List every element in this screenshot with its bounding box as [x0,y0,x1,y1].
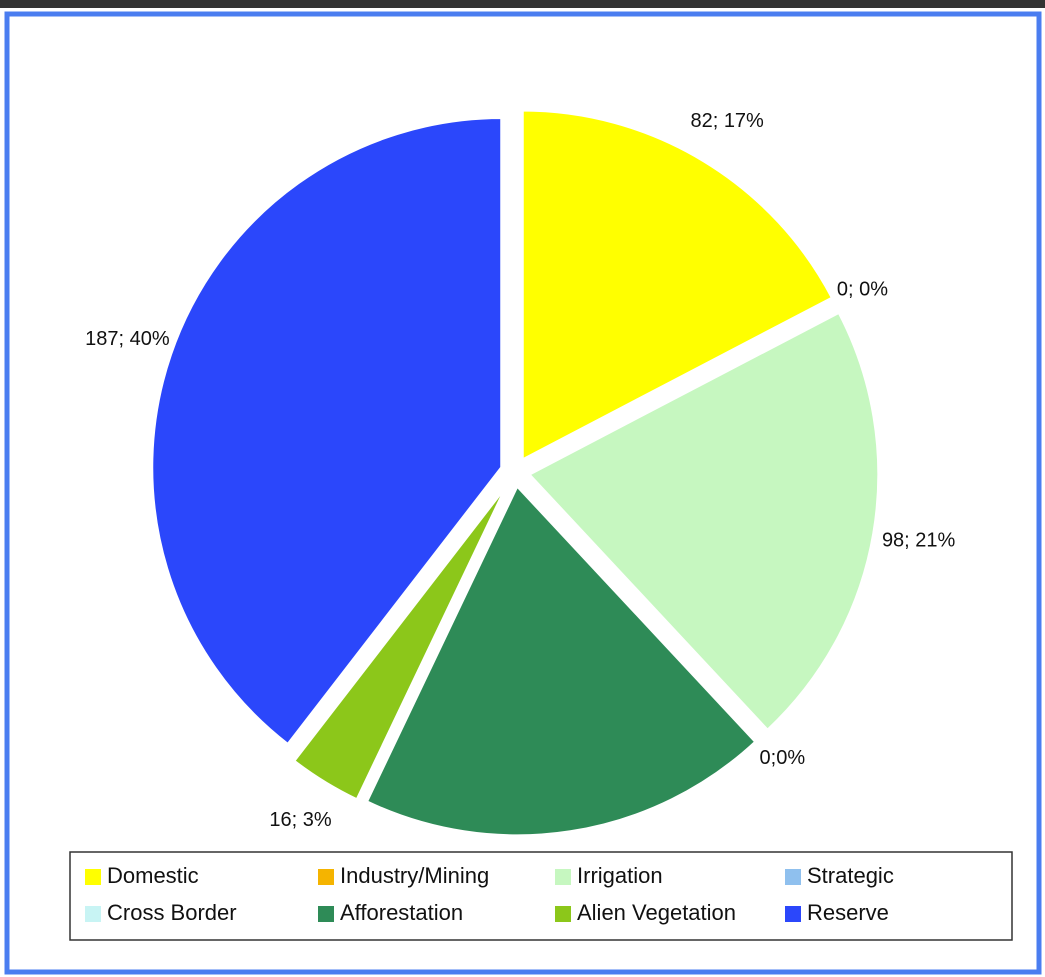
legend-swatch [555,906,571,922]
legend-label: Alien Vegetation [577,900,736,925]
data-label: 0;0% [760,747,806,769]
legend-swatch [85,906,101,922]
legend-box [69,851,1013,941]
data-label: 98; 21% [882,529,956,551]
legend-label: Reserve [807,900,889,925]
legend-swatch [318,869,334,885]
pie-slice [150,115,504,747]
legend-swatch [785,869,801,885]
legend-swatch [318,906,334,922]
legend-label: Strategic [807,863,894,888]
legend-swatch [555,869,571,885]
top-bar [0,0,1045,8]
data-label: 0; 0% [837,279,888,301]
pie-slice [364,483,758,838]
pie-slice [526,310,881,733]
pie-slice [520,108,835,463]
pie: 82; 17%0; 0%98; 21%0;0%90; 19%16; 3%187;… [85,108,956,887]
legend-swatch [785,906,801,922]
legend-label: Domestic [107,863,199,888]
data-label: 187; 40% [85,328,170,350]
pie-slice [291,483,510,802]
legend: Domestic Industry/Mining Irrigation Strateg… [69,851,1013,941]
legend-label: Afforestation [340,900,463,925]
legend-label: Cross Border [107,900,237,925]
legend-label: Industry/Mining [340,863,489,888]
data-label: 16; 3% [269,809,331,831]
legend-label: Irrigation [577,863,663,888]
data-label: 82; 17% [690,110,764,132]
legend-swatch [85,869,101,885]
